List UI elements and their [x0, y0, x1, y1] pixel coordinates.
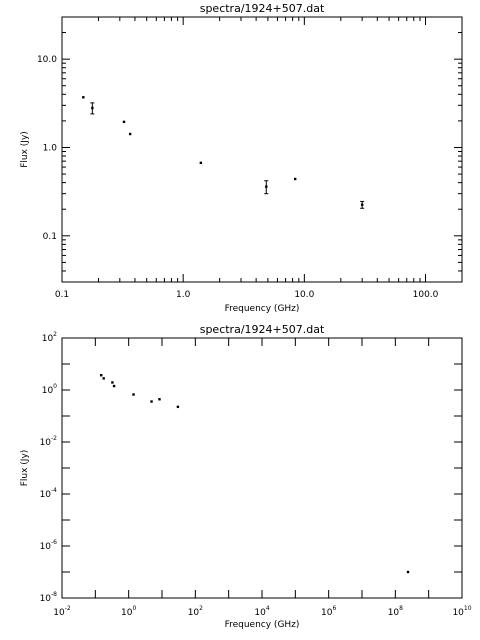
x-tick-label-exponent: 8 — [399, 605, 403, 612]
plot-frame — [61, 16, 463, 283]
x-tick-label-base: 10 — [188, 608, 200, 618]
y-tick-label-exponent: 2 — [53, 331, 57, 338]
y-tick-label: 10-2 — [40, 435, 58, 448]
x-tick-label-exponent: 2 — [199, 605, 203, 612]
y-tick-label-base: 10 — [40, 438, 52, 448]
y-tick-label: 100 — [42, 383, 57, 396]
data-point — [132, 393, 135, 396]
x-tick-label-exponent: 0 — [132, 605, 136, 612]
y-tick-label-exponent: 0 — [53, 383, 57, 390]
data-point — [122, 120, 126, 124]
y-tick-label-base: 10 — [42, 386, 54, 396]
x-tick-label: 1010 — [452, 605, 471, 618]
data-point — [102, 377, 105, 380]
x-axis-label: Frequency (GHz) — [225, 304, 300, 314]
x-tick-label-base: 10 — [388, 608, 400, 618]
x-tick-label-exponent: -2 — [65, 605, 71, 612]
data-point — [293, 177, 297, 181]
data-point — [100, 374, 103, 377]
x-axis-label: Frequency (GHz) — [225, 620, 300, 630]
x-tick-label-base: 10 — [254, 608, 266, 618]
data-point — [158, 398, 161, 401]
data-point — [360, 203, 364, 206]
x-tick-label: 10.0 — [294, 290, 314, 300]
data-point — [176, 405, 180, 409]
y-tick-label-base: 10 — [42, 334, 54, 344]
x-tick-label: 106 — [321, 605, 336, 618]
chart-title: spectra/1924+507.dat — [200, 323, 325, 336]
y-tick-label: 10-6 — [40, 539, 58, 552]
data-point — [128, 132, 132, 136]
x-tick-label: 100 — [121, 605, 136, 618]
x-tick-label-base: 10 — [452, 608, 464, 618]
x-tick-label-base: 10 — [53, 608, 65, 618]
data-point — [112, 384, 116, 388]
x-tick-label: 1.0 — [176, 290, 191, 300]
x-tick-label: 0.1 — [55, 290, 69, 300]
x-tick-label-exponent: 6 — [332, 605, 336, 612]
y-tick-label: 10-4 — [40, 487, 58, 500]
plot-frame — [61, 337, 463, 599]
y-tick-label: 10.0 — [37, 55, 57, 65]
x-tick-label: 104 — [254, 605, 269, 618]
data-point — [111, 381, 114, 384]
y-tick-label-base: 10 — [40, 490, 52, 500]
y-tick-label-base: 10 — [40, 542, 52, 552]
data-point — [265, 185, 268, 188]
y-tick-label-exponent: -2 — [51, 435, 57, 442]
x-tick-label: 108 — [388, 605, 403, 618]
x-tick-label: 100.0 — [413, 290, 439, 300]
x-tick-label-base: 10 — [121, 608, 133, 618]
x-tick-label-exponent: 10 — [464, 605, 472, 612]
data-point — [150, 400, 153, 403]
y-tick-label: 1.0 — [43, 143, 58, 153]
data-point — [406, 570, 410, 574]
chart-title: spectra/1924+507.dat — [200, 2, 325, 15]
y-tick-label: 102 — [42, 331, 57, 344]
y-tick-label: 10-8 — [40, 591, 58, 604]
y-tick-label: 0.1 — [43, 232, 57, 242]
x-tick-label-exponent: 4 — [266, 605, 270, 612]
y-axis-label: Flux (Jy) — [20, 450, 30, 487]
x-tick-label: 102 — [188, 605, 203, 618]
y-tick-label-exponent: -8 — [51, 591, 57, 598]
y-tick-label-exponent: -6 — [51, 539, 57, 546]
y-tick-label-exponent: -4 — [51, 487, 57, 494]
x-tick-label-base: 10 — [321, 608, 333, 618]
data-point — [199, 161, 203, 165]
x-tick-label: 10-2 — [53, 605, 71, 618]
y-tick-label-base: 10 — [40, 594, 52, 604]
y-axis-label: Flux (Jy) — [20, 131, 30, 168]
data-point — [91, 106, 94, 110]
data-point — [82, 96, 85, 99]
